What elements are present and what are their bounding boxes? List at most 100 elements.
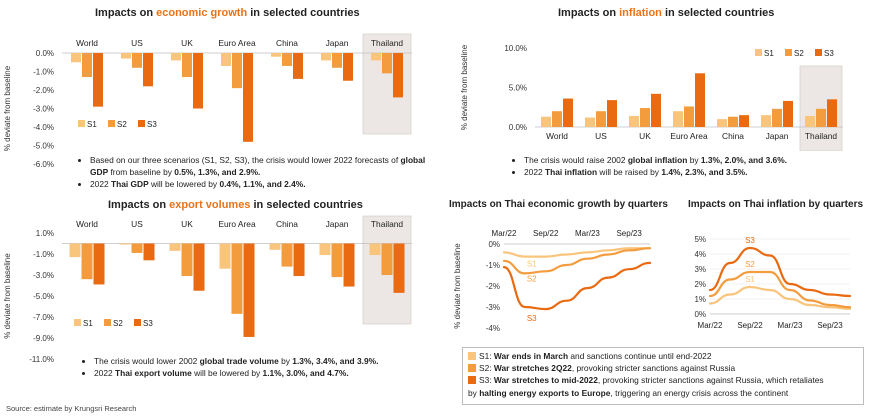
y-tick-label: -5.0%	[33, 292, 54, 301]
category-label: UK	[181, 219, 193, 229]
series-label: S1	[527, 260, 537, 269]
scenario-swatch	[468, 376, 476, 385]
y-tick-label: 3%	[694, 265, 706, 274]
inflation-bar-chart: 0.0% 5.0% 10.0% World US UK Euro Area China Japa…	[460, 44, 843, 151]
inflation-notes: The crisis would raise 2002 global infla…	[512, 154, 862, 178]
bar-s2	[182, 53, 192, 78]
bar-s1	[629, 115, 639, 127]
y-tick-label: -3.0%	[33, 271, 54, 280]
y-tick-label: -5.0%	[33, 142, 54, 151]
series-label: S2	[745, 260, 755, 269]
legend-swatch	[108, 120, 115, 127]
legend-swatch	[785, 49, 792, 56]
bar-s1	[119, 243, 131, 245]
note-item: The crisis would lower 2002 global trade…	[94, 355, 432, 367]
bar-s3	[827, 99, 837, 127]
bar-s3	[243, 53, 253, 142]
bar-s1	[71, 53, 81, 63]
x-tick-label: Mar/23	[778, 321, 803, 330]
bar-s1	[269, 243, 281, 250]
y-tick-label: -11.0%	[29, 355, 54, 364]
scenario-legend-row: S1: War ends in March and sanctions cont…	[468, 350, 858, 362]
line-s2	[708, 270, 852, 309]
category-label: Thailand	[805, 131, 837, 141]
note-item: Based on our three scenarios (S1, S2, S3…	[90, 154, 428, 178]
bar-s1	[321, 53, 331, 61]
bar-s2	[382, 53, 392, 74]
y-tick-label: 10.0%	[504, 44, 527, 53]
y-axis-label: % deviate from baseline	[453, 243, 462, 329]
series-label: S2	[527, 274, 537, 283]
category-label: China	[276, 219, 298, 229]
legend-swatch	[815, 49, 822, 56]
y-tick-label: -4%	[486, 324, 500, 333]
bar-s3	[193, 243, 205, 291]
category-label: Euro Area	[218, 219, 256, 229]
bar-s3	[93, 53, 103, 107]
bar-s2	[684, 106, 694, 127]
y-tick-label: -1.0%	[33, 68, 54, 77]
bar-s3	[193, 53, 203, 109]
legend-label: S1	[83, 319, 93, 328]
bar-s3	[739, 115, 749, 127]
export-bar-chart: 1.0% -1.0% -3.0% -5.0% -7.0% -9.0% -11.0% World…	[3, 215, 412, 364]
category-label: Japan	[326, 38, 349, 48]
note-item: 2022 Thai inflation will be raised by 1.…	[524, 166, 862, 178]
bar-s2	[282, 53, 292, 66]
y-tick-label: 0%	[694, 310, 706, 319]
bar-s1	[761, 115, 771, 127]
category-label: Euro Area	[670, 131, 708, 141]
legend-label: S2	[794, 49, 804, 58]
gdp-notes: Based on our three scenarios (S1, S2, S3…	[78, 154, 428, 190]
legend-label: S2	[113, 319, 123, 328]
export-notes: The crisis would lower 2002 global trade…	[82, 355, 432, 379]
bar-s2	[82, 53, 92, 78]
category-label: UK	[181, 38, 193, 48]
y-tick-label: -1.0%	[33, 250, 54, 259]
bar-s2	[231, 243, 243, 314]
legend-swatch	[74, 319, 81, 326]
category-label: US	[595, 131, 607, 141]
bar-s3	[343, 243, 355, 287]
category-label: Thailand	[371, 38, 403, 48]
source-note: Source: estimate by Krungsri Research	[6, 404, 137, 413]
bar-s1	[169, 243, 181, 251]
y-tick-label: -4.0%	[33, 123, 54, 132]
bar-s2	[331, 243, 343, 278]
bar-s1	[371, 53, 381, 61]
bar-s3	[343, 53, 353, 81]
y-tick-label: 4%	[694, 250, 706, 259]
x-tick-label: Sep/23	[616, 229, 642, 238]
category-label: Thailand	[371, 219, 403, 229]
y-tick-label: 0.0%	[509, 123, 527, 132]
legend-label: S3	[824, 49, 834, 58]
bar-s2	[381, 243, 393, 275]
bar-s3	[393, 243, 405, 293]
highlight-box	[362, 33, 412, 135]
quarterly-inflation-chart-title: Impacts on Thai inflation by quarters	[688, 199, 864, 210]
category-label: World	[546, 131, 568, 141]
y-tick-label: 5%	[694, 235, 706, 244]
bar-s2	[596, 111, 606, 127]
bar-s2	[281, 243, 293, 267]
bar-s1	[221, 53, 231, 66]
series-label: S3	[527, 314, 537, 323]
legend-label: S1	[764, 49, 774, 58]
legend-label: S3	[143, 319, 153, 328]
category-label: World	[76, 219, 98, 229]
bar-s2	[132, 53, 142, 68]
legend-swatch	[104, 319, 111, 326]
scenario-legend-row: S2: War stretches 2Q22, provoking strict…	[468, 362, 858, 374]
category-label: US	[131, 38, 143, 48]
y-tick-label: -9.0%	[33, 334, 54, 343]
y-axis-label: % deviate from baseline	[3, 253, 12, 339]
bar-s2	[332, 53, 342, 68]
bar-s3	[243, 243, 255, 337]
bar-s3	[393, 53, 403, 98]
category-label: Euro Area	[218, 38, 256, 48]
scenario-legend-row: S3: War stretches to mid-2022, provoking…	[468, 374, 858, 386]
bar-s2	[772, 108, 782, 127]
category-label: China	[276, 38, 298, 48]
bar-s2	[131, 243, 143, 253]
scenario-swatch	[468, 364, 476, 373]
